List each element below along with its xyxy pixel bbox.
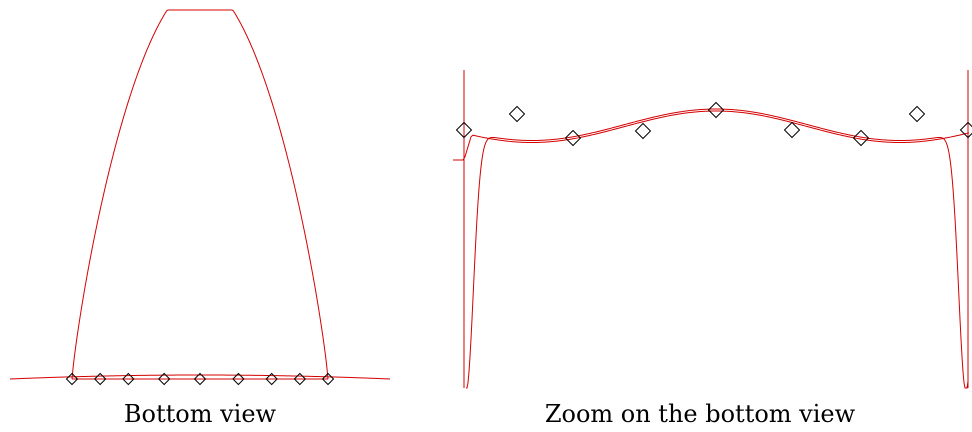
node-marker <box>193 372 207 386</box>
node-marker <box>157 372 171 386</box>
node-marker <box>908 105 926 123</box>
node-marker <box>564 129 582 147</box>
node-marker <box>508 105 526 123</box>
node-marker <box>783 121 801 139</box>
node-marker <box>232 372 245 386</box>
node-marker <box>293 372 307 386</box>
bottom-view-panel <box>9 9 391 386</box>
node-marker <box>455 121 473 139</box>
node-marker <box>265 372 278 386</box>
caption-bottom-view: Bottom view <box>123 400 277 428</box>
reference-curve <box>453 110 970 161</box>
node-marker <box>959 121 972 139</box>
reference-curve <box>9 374 391 380</box>
node-marker <box>707 101 725 119</box>
node-marker <box>65 372 79 386</box>
interpolant-curve <box>71 9 329 380</box>
node-marker <box>852 129 870 147</box>
caption-zoom-bottom-view: Zoom on the bottom view <box>544 400 856 428</box>
node-marker <box>321 372 335 386</box>
zoom-bottom-view-panel <box>453 70 972 389</box>
interpolant-curve <box>466 108 969 389</box>
node-marker <box>122 372 135 386</box>
node-marker <box>93 372 107 386</box>
node-marker <box>634 122 652 140</box>
